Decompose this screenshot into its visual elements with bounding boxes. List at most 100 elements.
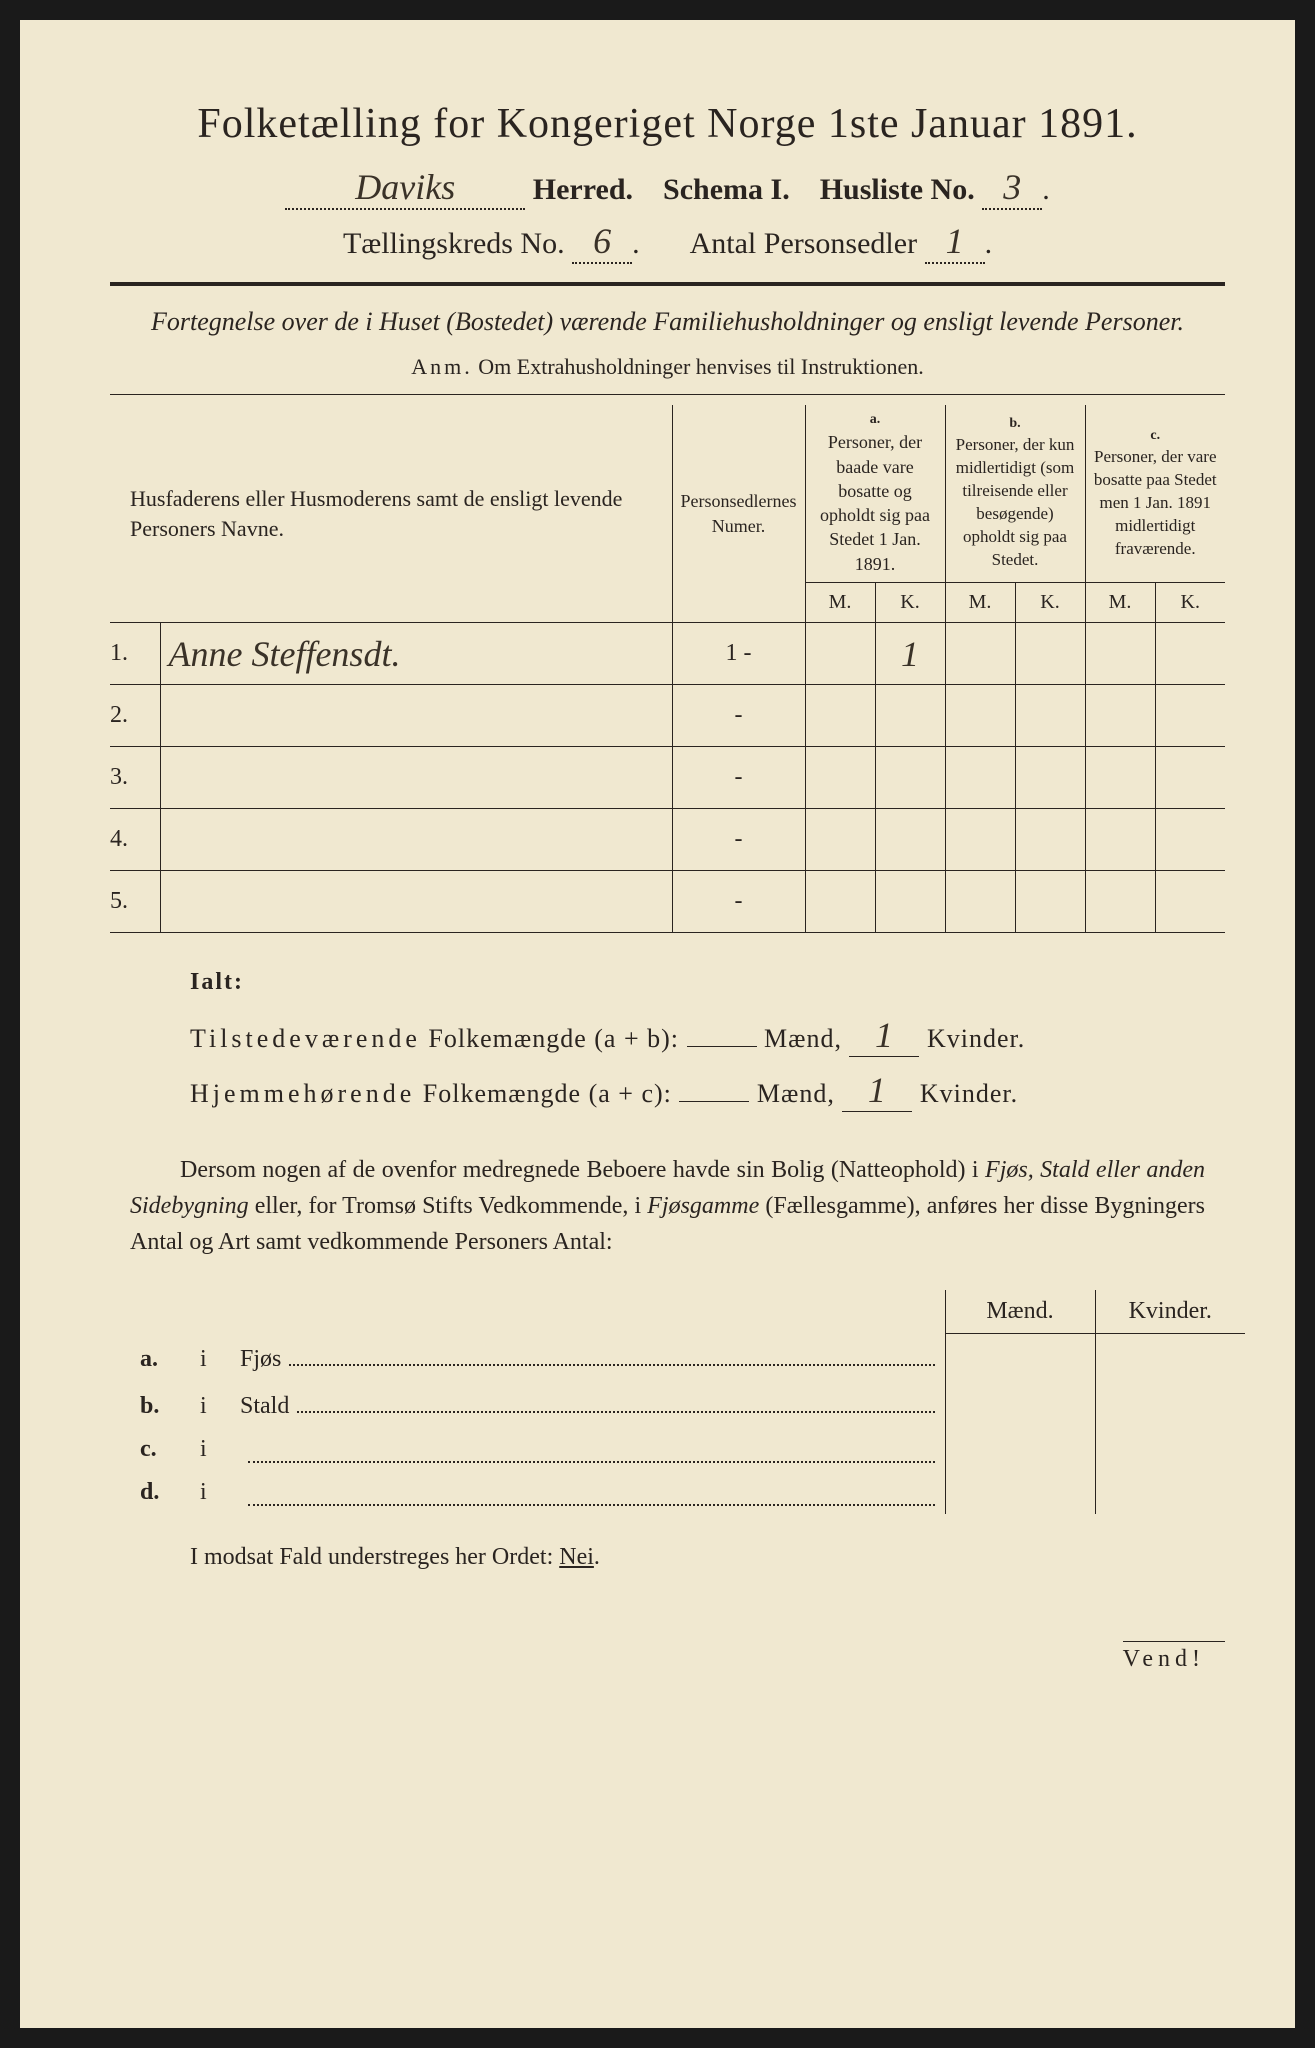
c-m-cell (1085, 623, 1155, 685)
a-k-cell: 1 (875, 623, 945, 685)
col-a-k: K. (875, 583, 945, 623)
b-m-cell (945, 623, 1015, 685)
kreds-value: 6 (572, 220, 632, 264)
bolig-row: a. i Fjøs (130, 1334, 1245, 1381)
col-b-m: M. (945, 583, 1015, 623)
a-m-cell (805, 809, 875, 871)
b-m-cell (945, 809, 1015, 871)
c-k-cell (1155, 747, 1225, 809)
name-cell (160, 809, 672, 871)
bolig-i: i (190, 1334, 230, 1381)
tilstede-kvinder: 1 (849, 1014, 919, 1057)
census-form-page: Folketælling for Kongeriget Norge 1ste J… (20, 20, 1295, 2028)
row-number: 4. (110, 809, 160, 871)
herred-label: Herred. (533, 173, 633, 206)
bolig-row: d. i (130, 1471, 1245, 1514)
antal-value: 1 (925, 220, 985, 264)
bolig-label-cell (230, 1428, 945, 1471)
col-c-m: M. (1085, 583, 1155, 623)
a-k-cell (875, 871, 945, 933)
bolig-maend (945, 1381, 1095, 1428)
a-k-cell (875, 685, 945, 747)
bolig-label-cell: Stald (230, 1381, 945, 1428)
psn-cell: 1 - (672, 623, 805, 685)
bolig-kvinder (1095, 1428, 1245, 1471)
bolig-i: i (190, 1381, 230, 1428)
bolig-key: a. (130, 1334, 190, 1381)
antal-label: Antal Personsedler (690, 227, 917, 260)
husliste-label: Husliste No. (820, 173, 975, 206)
col-b-header: b. Personer, der kun midlertidigt (som t… (945, 405, 1085, 582)
bolig-kvinder (1095, 1334, 1245, 1381)
hjemme-kvinder: 1 (842, 1069, 912, 1112)
name-cell: Anne Steffensdt. (160, 623, 672, 685)
bolig-paragraph: Dersom nogen af de ovenfor medregnede Be… (130, 1152, 1205, 1260)
bolig-maend (945, 1428, 1095, 1471)
col-b-k: K. (1015, 583, 1085, 623)
bolig-i: i (190, 1471, 230, 1514)
c-k-cell (1155, 809, 1225, 871)
page-title: Folketælling for Kongeriget Norge 1ste J… (110, 100, 1225, 148)
ialt-line-2: Hjemmehørende Folkemængde (a + c): Mænd,… (190, 1069, 1225, 1112)
bolig-table: Mænd. Kvinder. a. i Fjøs b. i Stald c. i (130, 1290, 1245, 1514)
bolig-kvinder (1095, 1381, 1245, 1428)
table-row: 4. - (110, 809, 1225, 871)
schema-label: Schema I. (663, 173, 790, 206)
b-k-cell (1015, 685, 1085, 747)
c-k-cell (1155, 871, 1225, 933)
table-row: 5. - (110, 871, 1225, 933)
col-c-header: c. Personer, der vare bosatte paa Stedet… (1085, 405, 1225, 582)
a-m-cell (805, 685, 875, 747)
bolig-key: d. (130, 1471, 190, 1514)
bolig-maend (945, 1471, 1095, 1514)
divider-rule (110, 282, 1225, 286)
name-cell (160, 685, 672, 747)
a-k-cell (875, 809, 945, 871)
bolig-key: b. (130, 1381, 190, 1428)
a-m-cell (805, 623, 875, 685)
anm-label: Anm. (411, 354, 473, 379)
anm-text: Om Extrahusholdninger henvises til Instr… (478, 354, 923, 379)
mk-maend-header: Mænd. (945, 1290, 1095, 1334)
bolig-row: b. i Stald (130, 1381, 1245, 1428)
c-m-cell (1085, 747, 1155, 809)
name-cell (160, 747, 672, 809)
kreds-label: Tællingskreds No. (343, 227, 565, 260)
b-k-cell (1015, 623, 1085, 685)
col-a-header: a. Personer, der baade vare bosatte og o… (805, 405, 945, 582)
table-row: 1. Anne Steffensdt. 1 - 1 (110, 623, 1225, 685)
row-number: 3. (110, 747, 160, 809)
table-top-rule (110, 394, 1225, 395)
anm-line: Anm. Om Extrahusholdninger henvises til … (110, 354, 1225, 380)
name-cell (160, 871, 672, 933)
psn-cell: - (672, 685, 805, 747)
hjemme-maend (679, 1101, 749, 1102)
mk-kvinder-header: Kvinder. (1095, 1290, 1245, 1334)
a-k-cell (875, 747, 945, 809)
table-row: 2. - (110, 685, 1225, 747)
a-m-cell (805, 871, 875, 933)
c-m-cell (1085, 871, 1155, 933)
bolig-maend (945, 1334, 1095, 1381)
bolig-label-cell: Fjøs (230, 1334, 945, 1381)
bolig-row: c. i (130, 1428, 1245, 1471)
header-line-2: Tællingskreds No. 6. Antal Personsedler … (110, 220, 1225, 264)
tilstede-maend (687, 1046, 757, 1047)
bolig-label-cell (230, 1471, 945, 1514)
bolig-key: c. (130, 1428, 190, 1471)
b-m-cell (945, 747, 1015, 809)
bolig-kvinder (1095, 1471, 1245, 1514)
bolig-i: i (190, 1428, 230, 1471)
col-c-k: K. (1155, 583, 1225, 623)
census-table: Husfaderens eller Husmoderens samt de en… (110, 405, 1225, 933)
b-k-cell (1015, 809, 1085, 871)
table-row: 3. - (110, 747, 1225, 809)
nei-line: I modsat Fald understreges her Ordet: Ne… (190, 1544, 1205, 1571)
row-number: 2. (110, 685, 160, 747)
col-name-header: Husfaderens eller Husmoderens samt de en… (110, 405, 672, 622)
herred-value: Daviks (285, 166, 525, 210)
c-m-cell (1085, 809, 1155, 871)
ialt-section: Ialt: Tilstedeværende Folkemængde (a + b… (190, 969, 1225, 1112)
b-k-cell (1015, 747, 1085, 809)
c-k-cell (1155, 623, 1225, 685)
